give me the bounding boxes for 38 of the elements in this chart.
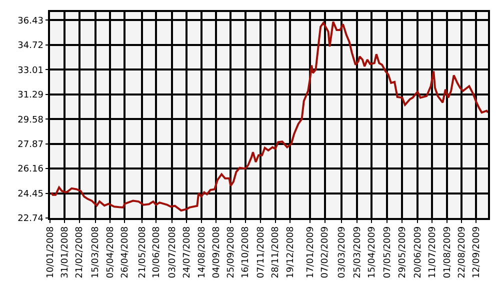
y-tick-label: 31.29 <box>18 90 44 101</box>
x-tick-label: 11/07/2009 <box>428 226 438 278</box>
x-tick-label: 22/08/2009 <box>457 226 468 278</box>
x-tick-label: 21/05/2008 <box>138 226 148 278</box>
y-tick-label: 33.01 <box>18 66 44 76</box>
x-tick-label: 31/01/2008 <box>60 226 71 278</box>
x-tick-label: 25/03/2009 <box>352 226 363 278</box>
x-tick-label: 03/07/2008 <box>168 226 178 278</box>
x-tick-label: 29/05/2009 <box>398 226 408 278</box>
y-tick-label: 24.45 <box>18 189 44 200</box>
y-tick-label: 34.72 <box>18 41 44 52</box>
x-tick-label: 10/06/2008 <box>152 226 162 278</box>
x-tick-label: 03/03/2009 <box>337 226 348 278</box>
x-tick-label: 20/06/2009 <box>413 226 424 278</box>
y-tick-label: 29.58 <box>18 115 44 126</box>
x-tick-label: 10/01/2008 <box>46 226 56 278</box>
x-tick-label: 05/04/2008 <box>106 226 116 278</box>
x-tick-label: 28/11/2008 <box>271 226 282 278</box>
y-tick-label: 22.74 <box>18 214 44 224</box>
x-tick-label: 07/02/2009 <box>320 226 331 278</box>
x-tick-label: 04/09/2008 <box>212 226 222 278</box>
x-tick-label: 01/08/2009 <box>442 226 453 278</box>
x-tick-label: 12/09/2009 <box>472 226 482 278</box>
x-tick-label: 21/02/2008 <box>75 226 86 278</box>
x-tick-label: 07/05/2009 <box>382 226 393 278</box>
x-tick-label: 24/07/2008 <box>182 226 193 278</box>
x-tick-label: 19/12/2008 <box>286 226 296 278</box>
x-tick-label: 07/11/2008 <box>256 226 267 278</box>
x-tick-label: 26/04/2008 <box>120 226 131 278</box>
x-tick-label: 15/03/2008 <box>91 226 102 278</box>
x-tick-label: 14/08/2008 <box>197 226 208 278</box>
y-tick-label: 26.16 <box>18 164 44 175</box>
x-tick-label: 16/10/2008 <box>241 226 252 278</box>
x-tick-label: 17/01/2009 <box>306 226 316 278</box>
y-tick-label: 36.43 <box>18 16 44 26</box>
x-tick-label: 25/09/2008 <box>226 226 237 278</box>
y-tick-label: 27.87 <box>18 140 44 150</box>
x-tick-label: 15/04/2009 <box>367 226 378 278</box>
